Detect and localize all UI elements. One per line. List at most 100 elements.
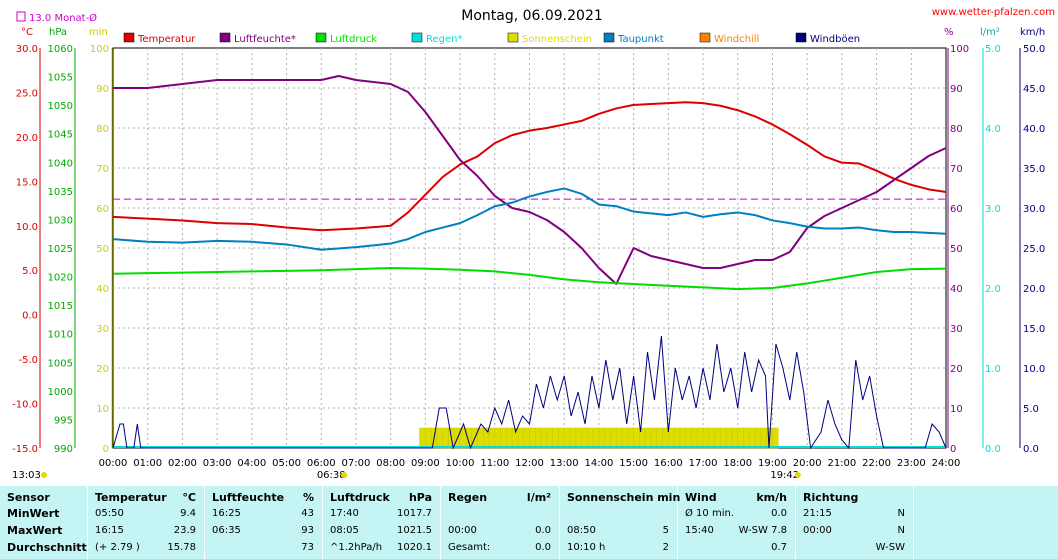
legend-swatch xyxy=(219,32,231,43)
sunshine-bar xyxy=(749,427,756,449)
x-tick-label: 18:00 xyxy=(723,458,752,469)
rain-tick-label: 1.0 xyxy=(985,364,1001,375)
stats-cell-left: 08:05 xyxy=(330,525,359,536)
sunshine-bar xyxy=(563,427,571,449)
pressure-tick-label: 1035 xyxy=(48,187,73,198)
legend-swatch xyxy=(507,32,519,43)
x-tick-label: 22:00 xyxy=(862,458,891,469)
stats-header-name: Luftfeuchte xyxy=(212,491,285,504)
stats-header-unit: % xyxy=(302,491,314,504)
pressure-tick-label: 1030 xyxy=(48,215,73,226)
day-start-icon xyxy=(41,472,47,478)
legend-label: Regen* xyxy=(426,34,463,45)
minutes-tick-label: 0 xyxy=(103,444,109,455)
sunshine-bar xyxy=(500,427,507,449)
legend-label: Luftfeuchte* xyxy=(234,34,296,45)
x-tick-label: 05:00 xyxy=(272,458,301,469)
stats-cell-value: W-SW xyxy=(875,542,905,553)
stats-header-name: Luftdruck xyxy=(330,491,390,504)
temp-tick-label: 5.0 xyxy=(22,266,38,277)
stats-row: 05:50 9.4 xyxy=(88,506,204,522)
stats-column: Sonnenschein min 08:50 5 10:10 h 2 xyxy=(560,486,681,559)
humidity-tick-label: 90 xyxy=(950,84,963,95)
stats-row: (+ 2.79 ) 15.78 xyxy=(88,540,204,556)
stats-header: Sensor xyxy=(0,490,87,506)
minutes-unit: min xyxy=(89,27,108,38)
x-tick-label: 11:00 xyxy=(480,458,509,469)
pressure-tick-label: 1000 xyxy=(48,387,73,398)
x-tick-label: 13:00 xyxy=(550,458,579,469)
stats-cell-value: 1017.7 xyxy=(397,508,432,519)
humidity-tick-label: 60 xyxy=(950,204,963,215)
stats-header-name: Sensor xyxy=(7,491,50,504)
x-tick-label: 19:00 xyxy=(758,458,787,469)
stats-row: ^1.2hPa/h 1020.1 xyxy=(323,540,440,556)
stats-column: Richtung 21:15 N 00:00 N W-SW xyxy=(796,486,914,559)
pressure-tick-label: 1020 xyxy=(48,273,73,284)
sunrise-label: 06:38 xyxy=(317,470,346,481)
sunshine-bar xyxy=(708,427,715,449)
sunshine-bar xyxy=(627,427,634,449)
stats-cell-left: 15:40 xyxy=(685,525,714,536)
sunshine-bar xyxy=(633,427,640,449)
humidity-tick-label: 50 xyxy=(950,244,963,255)
wind-tick-label: 0.0 xyxy=(1023,444,1039,455)
stats-row: 10:10 h 2 xyxy=(560,540,677,556)
pressure-tick-label: 995 xyxy=(54,415,73,426)
humidity-tick-label: 100 xyxy=(950,44,969,55)
stats-row: 21:15 N xyxy=(796,506,913,522)
website-link[interactable]: www.wetter-pfalzen.com xyxy=(932,7,1055,18)
rain-tick-label: 0.0 xyxy=(985,444,1001,455)
sunshine-bar xyxy=(725,427,733,449)
sunshine-bar xyxy=(720,427,727,449)
minutes-tick-label: 70 xyxy=(96,164,109,175)
wind-tick-label: 20.0 xyxy=(1023,284,1045,295)
legend-label: Windchill xyxy=(714,34,759,45)
rain-tick-label: 3.0 xyxy=(985,204,1001,215)
sunshine-bar xyxy=(644,427,652,449)
pressure-tick-label: 1040 xyxy=(48,158,73,169)
legend-swatch xyxy=(699,32,711,43)
plot-area xyxy=(112,75,947,450)
wind-tick-label: 30.0 xyxy=(1023,204,1045,215)
stats-header-name: Sonnenschein min xyxy=(567,491,681,504)
humidity-tick-label: 30 xyxy=(950,324,963,335)
wind-tick-label: 10.0 xyxy=(1023,364,1045,375)
temp-tick-label: -15.0 xyxy=(12,444,38,455)
stats-cell-value: 15.78 xyxy=(167,542,196,553)
sunshine-bar xyxy=(685,427,692,449)
sunshine-bar xyxy=(419,427,426,449)
stats-cell-value: 2 xyxy=(662,542,669,553)
stats-header-unit: l/m² xyxy=(526,491,551,504)
stats-column: Luftdruck hPa 17:40 1017.7 08:05 1021.5 ^1.2hP… xyxy=(323,486,441,559)
temp-unit: °C xyxy=(21,27,33,38)
pressure-tick-label: 1050 xyxy=(48,101,73,112)
wind-tick-label: 15.0 xyxy=(1023,324,1045,335)
x-tick-label: 04:00 xyxy=(237,458,266,469)
temp-tick-label: 20.0 xyxy=(16,133,38,144)
x-tick-label: 17:00 xyxy=(689,458,718,469)
temp-tick-label: -10.0 xyxy=(12,400,38,411)
x-tick-label: 09:00 xyxy=(411,458,440,469)
legend-swatch xyxy=(315,32,327,43)
minutes-tick-label: 80 xyxy=(96,124,109,135)
wind-tick-label: 5.0 xyxy=(1023,404,1039,415)
stats-row: 00:00 N xyxy=(796,523,913,539)
humidity-tick-label: 0 xyxy=(950,444,956,455)
sunshine-bar xyxy=(552,427,559,449)
chart-axes: 30.0 25.0 20.0 15.0 10.0 5.0 0.0 -5.0 -10.0 -15.0… xyxy=(12,44,1045,455)
pressure-unit: hPa xyxy=(49,27,67,38)
pressure-tick-label: 1060 xyxy=(48,44,73,55)
x-tick-label: 15:00 xyxy=(619,458,648,469)
wind-tick-label: 25.0 xyxy=(1023,244,1045,255)
humidity-tick-label: 10 xyxy=(950,404,963,415)
sunshine-bar xyxy=(662,427,669,449)
stats-header-name: Wind xyxy=(685,491,717,504)
stats-header-name: Richtung xyxy=(803,491,859,504)
temp-tick-label: 0.0 xyxy=(22,311,38,322)
sunshine-bar xyxy=(673,427,681,449)
x-tick-label: 08:00 xyxy=(376,458,405,469)
stats-cell-left: 16:15 xyxy=(95,525,124,536)
stats-cell-value: 73 xyxy=(301,542,314,553)
stats-cell-left: 16:25 xyxy=(212,508,241,519)
